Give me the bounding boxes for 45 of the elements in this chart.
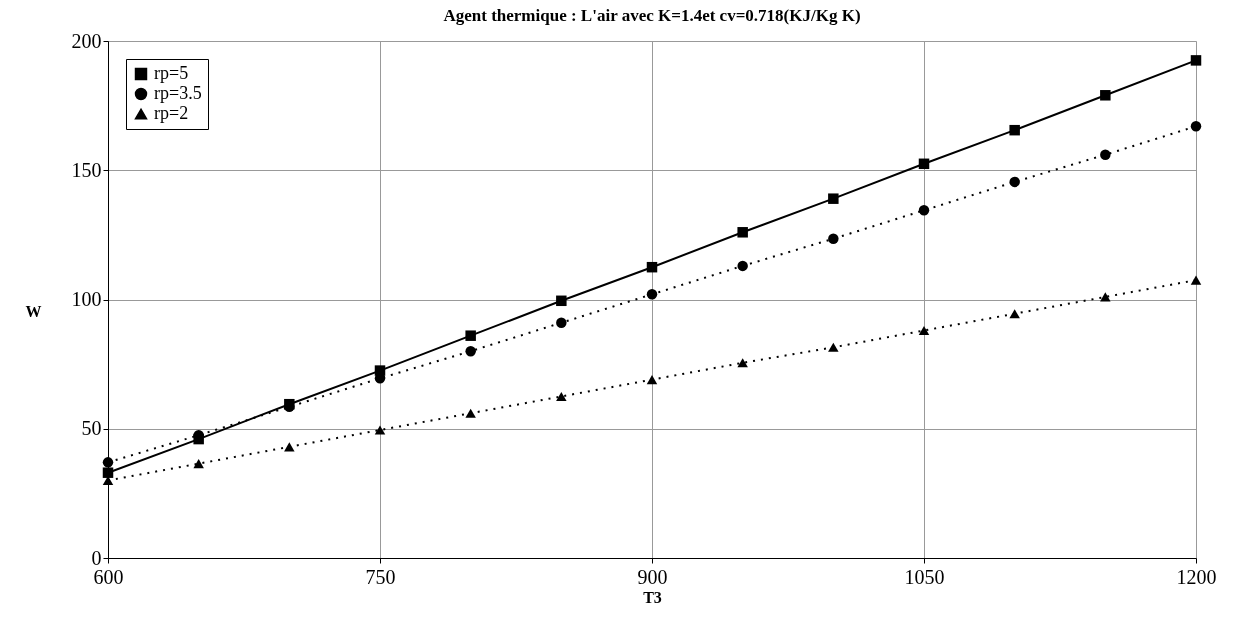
x-tick-label: 1200: [1176, 565, 1217, 588]
point: [737, 260, 748, 272]
point: [556, 391, 567, 401]
x-tick-label: 750: [365, 565, 396, 588]
x-tick-label: 1050: [904, 565, 945, 588]
point: [918, 158, 930, 170]
point: [465, 408, 476, 418]
point: [918, 325, 930, 336]
y-tick-label: 50: [81, 417, 102, 440]
y-axis-title: W: [25, 302, 42, 320]
point: [646, 261, 658, 273]
point: [737, 358, 748, 368]
point: [1100, 90, 1111, 101]
point: [1009, 124, 1020, 136]
chart-title: Agent thermique : L'air avec K=1.4et cv=0.718(KJ/Kg K): [443, 6, 861, 25]
y-tick-label: 150: [71, 158, 102, 181]
point: [465, 330, 476, 341]
point: [374, 425, 386, 435]
y-tick-label: 100: [71, 288, 102, 310]
legend-label: rp=2: [154, 103, 189, 123]
y-tick-label: 200: [71, 29, 102, 52]
point: [646, 375, 658, 385]
point: [828, 193, 839, 204]
point: [737, 227, 748, 238]
point: [918, 205, 930, 216]
point: [1190, 55, 1202, 66]
point: [556, 295, 567, 307]
point: [828, 233, 839, 244]
point: [828, 342, 839, 352]
point: [1190, 121, 1202, 132]
point: [556, 317, 567, 328]
point: [1100, 149, 1111, 160]
point: [1009, 176, 1020, 188]
point: [465, 345, 476, 357]
point: [102, 457, 114, 468]
point: [646, 289, 658, 300]
point: [193, 459, 204, 469]
legend-label: rp=3.5: [154, 83, 202, 103]
point: [1190, 275, 1202, 285]
legend-label: rp=5: [154, 63, 189, 83]
point: [284, 442, 295, 452]
x-axis-title: T3: [643, 588, 662, 606]
point: [102, 467, 114, 478]
point: [1009, 309, 1020, 319]
x-tick-label: 900: [637, 565, 668, 588]
